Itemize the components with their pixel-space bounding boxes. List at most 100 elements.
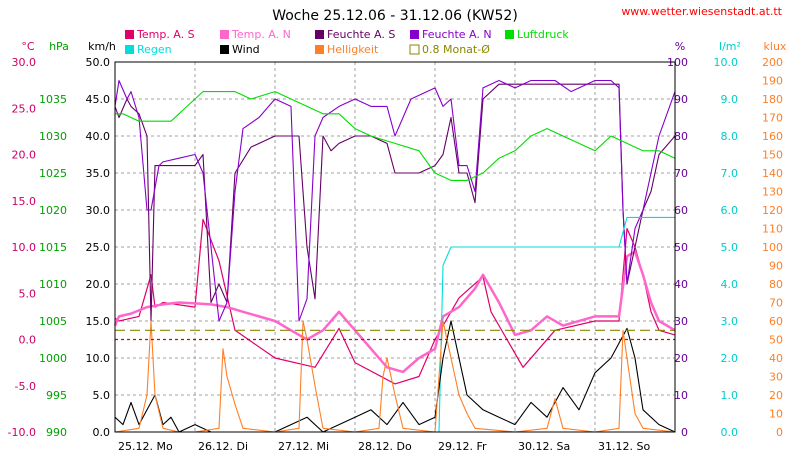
legend-label: Regen xyxy=(137,43,172,56)
legend-swatch xyxy=(220,45,229,54)
axis-tick-label: 120 xyxy=(762,204,783,217)
legend-label: Feuchte A. S xyxy=(327,28,395,41)
legend-label: Helligkeit xyxy=(327,43,379,56)
axis-tick-label: 100 xyxy=(667,56,688,69)
axis-unit-label: km/h xyxy=(88,40,116,53)
legend-label: Luftdruck xyxy=(517,28,569,41)
axis-tick-label: 90 xyxy=(769,260,783,273)
axis-tick-label: 0 xyxy=(681,426,688,439)
axis-tick-label: 990 xyxy=(46,426,67,439)
axis-tick-label: 2.0 xyxy=(721,352,739,365)
axis-tick-label: 150 xyxy=(762,149,783,162)
legend-item: 0.8 Monat-Ø xyxy=(409,43,490,56)
axis-tick-label: 1030 xyxy=(39,130,67,143)
series-line xyxy=(114,79,676,322)
legend-label: Wind xyxy=(232,43,260,56)
axis-tick-label: 15.0 xyxy=(86,315,111,328)
legend-item: Helligkeit xyxy=(315,43,379,56)
axis-unit-label: % xyxy=(675,40,685,53)
legend-label: Temp. A. S xyxy=(136,28,195,41)
axis-tick-label: 90 xyxy=(674,93,688,106)
series-line xyxy=(115,91,676,181)
axis-tick-label: 50 xyxy=(674,241,688,254)
series-line xyxy=(114,83,676,322)
axis-tick-label: 110 xyxy=(762,223,783,236)
legend-item: Feuchte A. S xyxy=(315,28,395,41)
series-line xyxy=(114,320,676,433)
axis-tick-label: 60 xyxy=(769,315,783,328)
axis-tick-label: 30 xyxy=(674,315,688,328)
legend-item: Regen xyxy=(125,43,172,56)
axis-tick-label: 20.0 xyxy=(12,149,37,162)
axis-1: hPa 990 995 1000 1005 1010 1015 1020 1025 1030 103… xyxy=(39,40,69,439)
axis-tick-label: 40 xyxy=(674,278,688,291)
axis-3: % 0 10 20 30 40 50 60 70 80 90 100 xyxy=(667,40,688,439)
axis-tick-label: 25.0 xyxy=(86,241,111,254)
axis-tick-label: 30 xyxy=(769,371,783,384)
axis-unit-label: hPa xyxy=(49,40,69,53)
axes: °C-10.0-5.00.05.010.015.020.025.030.0hPa… xyxy=(8,40,787,453)
axis-tick-label: 30.0 xyxy=(12,56,37,69)
axis-tick-label: 70 xyxy=(769,297,783,310)
plot-frame xyxy=(114,61,676,433)
series-layer xyxy=(113,79,676,433)
axis-tick-label: 50.0 xyxy=(86,56,111,69)
axis-tick-label: 9.0 xyxy=(721,93,739,106)
series-line xyxy=(113,250,676,374)
axis-tick-label: 200 xyxy=(762,56,783,69)
axis-tick-label: 1005 xyxy=(39,315,67,328)
axis-tick-label: 30.0 xyxy=(86,204,111,217)
legend-swatch xyxy=(315,30,324,39)
axis-tick-label: 5.0 xyxy=(19,287,37,300)
axis-tick-label: 190 xyxy=(762,75,783,88)
legend: Temp. A. S Temp. A. N Feuchte A. S Feuchte … xyxy=(125,28,569,56)
axis-tick-label: 995 xyxy=(46,389,67,402)
legend-item: Feuchte A. N xyxy=(410,28,492,41)
axis-tick-label: 1010 xyxy=(39,278,67,291)
axis-tick-label: 45.0 xyxy=(86,93,111,106)
legend-label: Feuchte A. N xyxy=(422,28,492,41)
axis-tick-label: 6.0 xyxy=(721,204,739,217)
axis-tick-label: 1015 xyxy=(39,241,67,254)
legend-swatch xyxy=(505,30,514,39)
x-tick-label: 31.12. So xyxy=(598,440,650,453)
x-tick-label: 30.12. Sa xyxy=(518,440,570,453)
axis-tick-label: 4.0 xyxy=(721,278,739,291)
axis-tick-label: 80 xyxy=(674,130,688,143)
axis-tick-label: 40 xyxy=(769,352,783,365)
axis-tick-label: 60 xyxy=(674,204,688,217)
axis-tick-label: 0 xyxy=(776,426,783,439)
axis-tick-label: 20 xyxy=(674,352,688,365)
axis-tick-label: 8.0 xyxy=(721,130,739,143)
legend-swatch xyxy=(315,45,324,54)
axis-tick-label: 160 xyxy=(762,130,783,143)
axis-5: klux 0 10 20 30 40 50 60 70 80 90 100 110 120 130 140 15… xyxy=(762,40,787,439)
axis-tick-label: 20.0 xyxy=(86,278,111,291)
x-axis: 25.12. Mo 26.12. Di 27.12. Mi 28.12. Do 29.1… xyxy=(118,440,650,453)
series-line xyxy=(114,218,676,385)
axis-tick-label: 10.0 xyxy=(714,56,739,69)
axis-tick-label: 70 xyxy=(674,167,688,180)
axis-tick-label: 5.0 xyxy=(721,241,739,254)
axis-4: l/m² 0.0 1.0 2.0 3.0 4.0 5.0 6.0 7.0 8.0 9.0 10.0 xyxy=(714,40,741,439)
axis-tick-label: 1025 xyxy=(39,167,67,180)
axis-tick-label: 50 xyxy=(769,334,783,347)
grid xyxy=(115,62,675,432)
axis-tick-label: 10 xyxy=(674,389,688,402)
axis-tick-label: 170 xyxy=(762,112,783,125)
axis-2: km/h 0.0 5.0 10.0 15.0 20.0 25.0 30.0 35.0 40.0 45… xyxy=(86,40,116,439)
axis-tick-label: 1.0 xyxy=(721,389,739,402)
axis-tick-label: 80 xyxy=(769,278,783,291)
axis-tick-label: 7.0 xyxy=(721,167,739,180)
x-tick-label: 27.12. Mi xyxy=(278,440,329,453)
legend-label: Temp. A. N xyxy=(231,28,291,41)
legend-swatch xyxy=(125,30,134,39)
axis-tick-label: 3.0 xyxy=(721,315,739,328)
axis-tick-label: 10 xyxy=(769,408,783,421)
series-line xyxy=(114,320,676,433)
series-line xyxy=(115,216,675,433)
axis-tick-label: 140 xyxy=(762,167,783,180)
axis-tick-label: 1020 xyxy=(39,204,67,217)
axis-tick-label: 100 xyxy=(762,241,783,254)
x-tick-label: 26.12. Di xyxy=(198,440,248,453)
